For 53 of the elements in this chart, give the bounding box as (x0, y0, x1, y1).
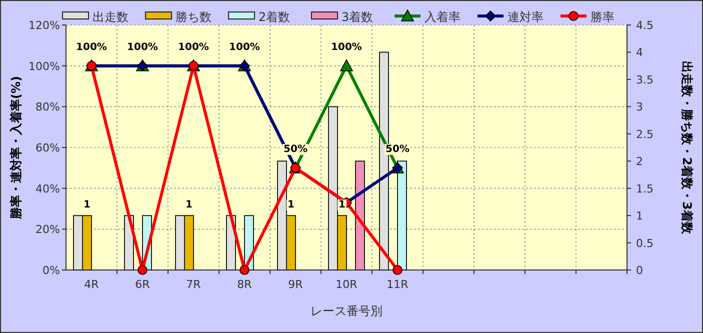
point (340, 59, 353, 72)
data-label: 50% (284, 144, 308, 155)
legend-label: 連対率 (508, 10, 544, 24)
bar (397, 160, 407, 270)
data-label: 1 (84, 200, 91, 211)
x-tick-label: 7R (186, 278, 202, 291)
y-tick-label: 20% (36, 223, 60, 236)
y2-tick-label: 1.5 (636, 182, 654, 196)
x-tick-label: 4R (84, 278, 100, 291)
point (138, 265, 148, 275)
x-tick-label: 8R (237, 278, 252, 291)
bar (328, 106, 338, 270)
data-label: 50% (386, 144, 410, 155)
bar (73, 215, 83, 270)
legend-label: 勝率 (590, 10, 614, 24)
y-tick-label: 100% (28, 60, 60, 73)
legend-label: 3着数 (342, 10, 374, 24)
y2-tick-label: 2 (636, 155, 643, 168)
data-label: 100% (229, 42, 260, 53)
data-label: 100% (127, 42, 158, 53)
y-tick-label: 0% (42, 264, 60, 277)
y2-tick-label: 0 (636, 264, 643, 277)
y2-tick-label: 2.5 (636, 128, 654, 141)
data-label: 1 (338, 200, 346, 211)
x-tick-label: 11R (386, 278, 409, 291)
bar (175, 215, 185, 270)
y-tick-label: 60% (36, 142, 60, 154)
legend-label: 出走数 (92, 10, 128, 24)
legend-label: 入着率 (424, 10, 460, 24)
x-tick-label: 10R (336, 278, 358, 291)
point (392, 265, 402, 275)
y2-tick-label: 0.5 (636, 236, 654, 250)
y-tick-label: 40% (36, 182, 60, 196)
y2-axis-title: 出走数・勝ち数・2着数・3着数 (680, 61, 694, 235)
data-label: 1 (186, 200, 193, 211)
point (240, 265, 250, 275)
data-label: 100% (331, 42, 362, 53)
y2-tick-label: 4.5 (636, 19, 654, 32)
x-tick-label: 9R (288, 278, 304, 291)
legend-label: 2着数 (258, 10, 290, 24)
y-tick-label: 80% (36, 100, 60, 114)
y2-tick-label: 3 (636, 100, 643, 114)
y-axis-title: 勝率・連対率・入着率(%) (9, 76, 23, 220)
data-label: 100% (76, 42, 107, 53)
x-tick-label: 6R (135, 278, 150, 291)
y2-tick-label: 1 (636, 210, 643, 223)
legend-label: 勝ち数 (176, 10, 212, 24)
x-axis-title: レース番号別 (310, 304, 382, 318)
y-tick-label: 120% (28, 19, 60, 32)
data-label: 1 (288, 200, 295, 211)
y2-tick-label: 4 (636, 46, 643, 60)
data-label: 100% (178, 42, 209, 53)
y2-tick-label: 3.5 (636, 73, 654, 86)
